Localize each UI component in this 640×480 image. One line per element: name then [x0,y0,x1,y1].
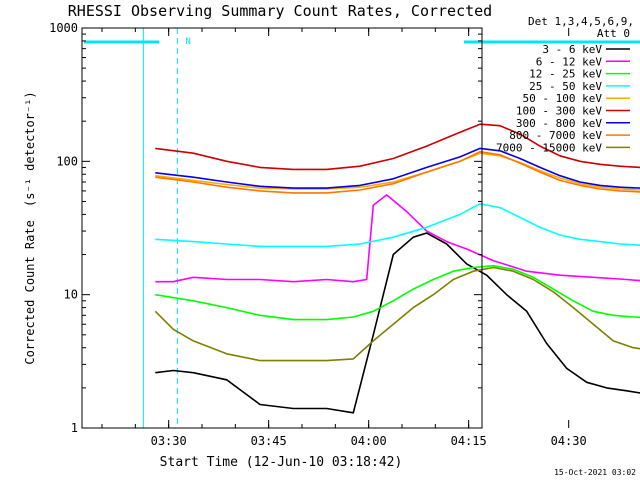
legend-label: 50 - 100 keV [523,92,603,105]
x-tick-label: 03:45 [251,434,287,448]
series-line-0 [155,232,640,414]
legend-label: 25 - 50 keV [529,80,602,93]
y-tick-label: 100 [56,154,78,168]
plot-frame [81,27,483,429]
series-line-4 [155,152,640,191]
legend-label: 3 - 6 keV [542,43,602,56]
legend-label: 100 - 300 keV [516,105,602,118]
series-line-5 [155,123,640,171]
series-line-3 [155,203,640,248]
x-tick-label: 04:00 [351,434,387,448]
x-tick-label: 04:15 [451,434,487,448]
y-axis: 1 10 100 1000 [49,21,482,435]
x-axis-label: Start Time (12-Jun-10 03:18:42) [160,455,403,470]
legend-label: 7000 - 15000 keV [496,141,602,154]
y-tick-label: 1000 [49,21,78,35]
series-line-8 [154,266,640,362]
legend-label: 300 - 800 keV [516,117,602,130]
chart-title: RHESSI Observing Summary Count Rates, Co… [68,2,492,20]
series-line-7 [155,150,640,194]
y-axis-label: Corrected Count Rate [23,220,37,365]
x-tick-label: 04:30 [551,434,587,448]
series-line-2 [155,264,640,321]
x-tick-label: 03:30 [151,434,187,448]
flag-lines: N [84,28,640,428]
legend-label: 800 - 7000 keV [509,129,602,142]
series-line-1 [155,194,640,283]
legend-header-line1: Det 1,3,4,5,6,9, [528,15,634,28]
y-tick-label: 10 [64,288,78,302]
series-line-6 [155,147,640,189]
legend-label: 12 - 25 keV [529,68,602,81]
legend-header-line2: Att 0 [597,27,630,40]
flag-label: N [185,37,190,47]
series-layer [154,123,640,414]
y-axis-label-text: Corrected Count Rate (s⁻¹ detector⁻¹) [23,91,37,364]
legend-label: 6 - 12 keV [536,55,603,68]
y-axis-unit: (s⁻¹ detector⁻¹) [23,91,37,207]
y-tick-label: 1 [71,421,78,435]
y-axis-label-group: Corrected Count Rate (s⁻¹ detector⁻¹) [23,91,37,364]
footer-date: 15-Oct-2021 03:02 [554,468,636,477]
